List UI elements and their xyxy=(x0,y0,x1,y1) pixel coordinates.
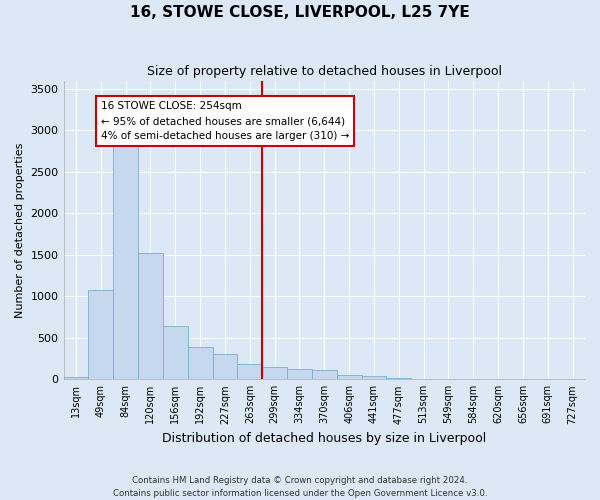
Bar xyxy=(64,377,88,380)
Bar xyxy=(362,376,386,380)
Title: Size of property relative to detached houses in Liverpool: Size of property relative to detached ho… xyxy=(147,65,502,78)
Bar xyxy=(337,374,362,380)
X-axis label: Distribution of detached houses by size in Liverpool: Distribution of detached houses by size … xyxy=(162,432,487,445)
Bar xyxy=(262,368,287,380)
Bar xyxy=(138,253,163,380)
Bar xyxy=(113,114,138,380)
Y-axis label: Number of detached properties: Number of detached properties xyxy=(15,142,25,318)
Bar xyxy=(212,354,238,380)
Bar xyxy=(188,347,212,380)
Text: 16 STOWE CLOSE: 254sqm
← 95% of detached houses are smaller (6,644)
4% of semi-d: 16 STOWE CLOSE: 254sqm ← 95% of detached… xyxy=(101,102,349,141)
Text: 16, STOWE CLOSE, LIVERPOOL, L25 7YE: 16, STOWE CLOSE, LIVERPOOL, L25 7YE xyxy=(130,5,470,20)
Bar xyxy=(163,326,188,380)
Bar xyxy=(386,378,411,380)
Bar xyxy=(88,290,113,380)
Bar xyxy=(312,370,337,380)
Bar xyxy=(238,364,262,380)
Text: Contains HM Land Registry data © Crown copyright and database right 2024.
Contai: Contains HM Land Registry data © Crown c… xyxy=(113,476,487,498)
Bar xyxy=(287,368,312,380)
